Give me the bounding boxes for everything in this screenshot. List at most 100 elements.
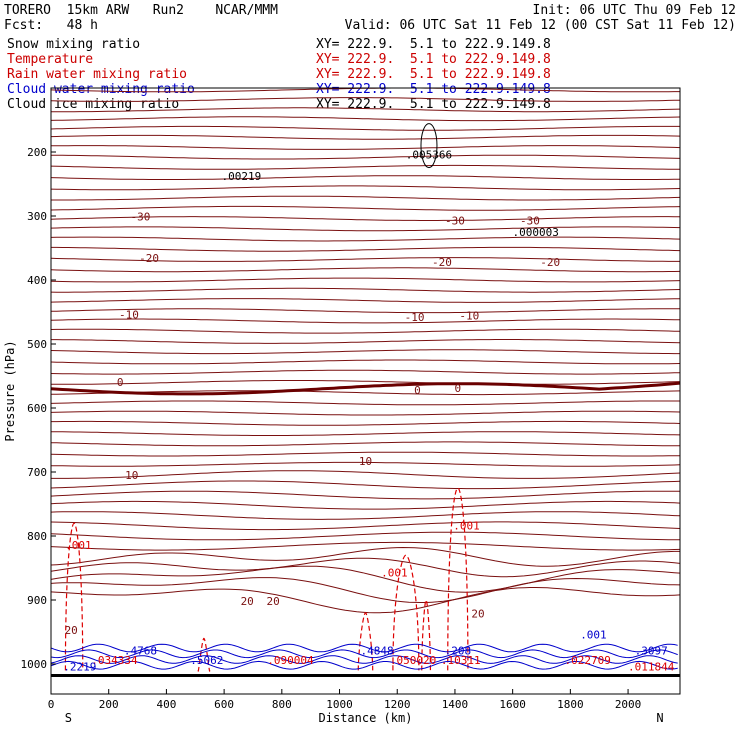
temperature-label: 20 (267, 595, 280, 608)
isotherm (50, 318, 681, 324)
legend-label-snow: Snow mixing ratio (7, 37, 141, 52)
x-tick-label: 600 (214, 698, 234, 711)
isotherm (50, 546, 680, 567)
isotherm (50, 490, 680, 500)
isotherm (50, 328, 681, 334)
isotherm (51, 470, 681, 479)
valid-time: Valid: 06 UTC Sat 11 Feb 12 (00 CST Sat … (344, 18, 736, 33)
x-tick-label: 1200 (384, 698, 411, 711)
temperature-label: -30 (131, 210, 151, 223)
isotherm (50, 87, 680, 93)
temperature-label: 20 (241, 595, 254, 608)
legend-xy-snow: XY= 222.9. 5.1 to 222.9.149.8 (316, 37, 551, 52)
isotherm (50, 410, 681, 416)
isotherm (50, 500, 681, 510)
y-tick-label: 300 (27, 210, 47, 223)
y-tick-label: 500 (27, 338, 47, 351)
model-title: TORERO 15km ARW Run2 NCAR/MMM (4, 3, 278, 18)
isotherm (50, 277, 681, 283)
temperature-label: 10 (125, 469, 138, 482)
ice-label: .000003 (513, 226, 559, 239)
forecast-hour: Fcst: 48 h (4, 18, 98, 33)
cloud-water-contour (50, 660, 678, 670)
temperature-contours (50, 87, 681, 614)
rain-label: .10311 (441, 654, 481, 667)
isotherm (51, 107, 681, 113)
isotherm (50, 451, 680, 457)
y-tick-label: 200 (27, 146, 47, 159)
rain-label: .001 (381, 566, 408, 579)
isotherm (51, 246, 681, 252)
isotherm (50, 400, 680, 406)
x-tick-label: 1600 (499, 698, 526, 711)
isotherm (51, 380, 681, 385)
y-tick-label: 400 (27, 274, 47, 287)
legend-xy-rain: XY= 222.9. 5.1 to 222.9.149.8 (316, 67, 551, 82)
endpoint-right-label: N (656, 711, 663, 725)
rain-contour (392, 554, 420, 671)
temperature-label: 0 (455, 382, 462, 395)
isotherm (50, 205, 681, 211)
isotherm (51, 420, 681, 426)
temperature-label: 0 (117, 376, 124, 389)
temperature-label: 20 (65, 624, 78, 637)
rain-label: .011844 (628, 660, 675, 673)
cloud-water-label: .001 (580, 628, 607, 641)
ice-label: .005366 (406, 148, 452, 161)
isotherm (50, 164, 681, 170)
y-tick-label: 1000 (21, 658, 48, 671)
temperature-label: 0 (414, 384, 421, 397)
isotherm (50, 480, 681, 490)
isotherm (50, 541, 681, 551)
cloud-water-contour (50, 643, 678, 653)
temperature-label: -10 (405, 311, 425, 324)
isotherm (50, 175, 681, 180)
isotherm (50, 511, 681, 520)
plot-frame (50, 87, 681, 695)
endpoint-left-label: S (65, 711, 72, 725)
x-axis-label: Distance (km) (319, 711, 413, 725)
x-tick-label: 1800 (557, 698, 584, 711)
x-tick-label: 400 (156, 698, 176, 711)
isotherm (50, 298, 680, 303)
legend-label-temperature: Temperature (7, 52, 94, 67)
rain-contour (197, 637, 211, 672)
rain-label: .001 (453, 520, 480, 533)
zero-isotherm (50, 381, 681, 396)
rain-contour (447, 487, 469, 671)
x-tick-label: 200 (99, 698, 119, 711)
isotherm (50, 267, 681, 273)
isotherm (50, 369, 681, 375)
temperature-label: -30 (445, 214, 465, 227)
legend-xy-cloud-water: XY= 222.9. 5.1 to 222.9.149.8 (316, 82, 551, 97)
legend-xy-temperature: XY= 222.9. 5.1 to 222.9.149.8 (316, 52, 551, 67)
y-tick-label: 800 (27, 530, 47, 543)
temperature-label: -20 (432, 256, 452, 269)
cloud-water-label: .3097 (635, 644, 668, 657)
isotherm (50, 308, 680, 314)
legend-label-cloud-water: Cloud water mixing ratio (7, 82, 195, 97)
isotherm (50, 185, 681, 191)
y-tick-label: 700 (27, 466, 47, 479)
temperature-label: -10 (459, 310, 479, 323)
x-tick-label: 2000 (615, 698, 642, 711)
rain-label: .022709 (564, 654, 610, 667)
isotherm (50, 359, 681, 365)
rain-contour (357, 612, 374, 671)
isotherm (50, 461, 681, 467)
isotherm (50, 557, 681, 578)
isotherm (50, 236, 681, 242)
init-time: Init: 06 UTC Thu 09 Feb 12 (532, 3, 737, 18)
isotherm (50, 216, 680, 221)
isotherm (51, 195, 681, 201)
temperature-label: 10 (359, 455, 372, 468)
cloud-water-label: .208 (445, 644, 472, 657)
temperature-label: -20 (139, 252, 159, 265)
rain-contours (64, 487, 469, 672)
isotherm (51, 145, 681, 150)
isotherm (50, 116, 681, 122)
rain-label: .001 (65, 539, 92, 552)
isotherm (50, 587, 681, 614)
x-tick-label: 1000 (326, 698, 353, 711)
